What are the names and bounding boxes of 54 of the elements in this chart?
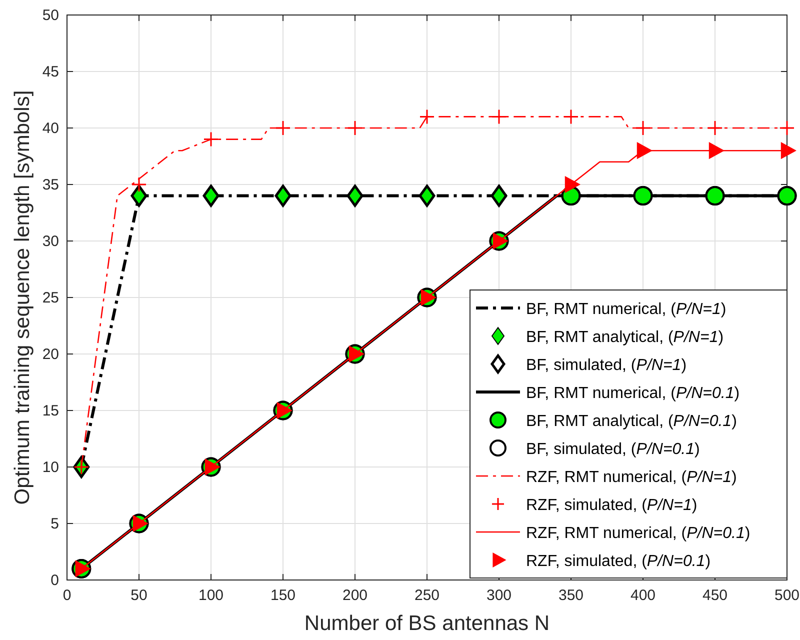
legend-label: BF, RMT numerical, (P/N=1): [526, 301, 726, 318]
x-tick-label: 0: [62, 587, 72, 604]
point: [492, 232, 508, 250]
y-tick-label: 30: [42, 233, 59, 250]
x-tick-label: 350: [558, 587, 584, 604]
legend-label: BF, simulated, (P/N=1): [526, 357, 687, 374]
x-tick-label: 200: [342, 587, 368, 604]
legend-label: RZF, simulated, (P/N=1): [526, 497, 698, 514]
y-tick-label: 25: [42, 290, 59, 306]
x-tick-label: 300: [486, 587, 512, 604]
point: [276, 402, 292, 419]
legend-label: RZF, RMT numerical, (P/N=0.1): [526, 525, 750, 542]
y-tick-label: 10: [42, 459, 59, 476]
y-tick-label: 0: [50, 572, 59, 589]
point: [420, 289, 436, 306]
legend-label: RZF, simulated, (P/N=0.1): [526, 553, 711, 570]
point: [275, 120, 291, 136]
y-tick-label: 20: [42, 346, 59, 363]
point: [132, 515, 148, 532]
x-tick-label: 100: [198, 587, 224, 604]
y-tick-label: 40: [42, 120, 59, 137]
point: [780, 142, 796, 159]
point: [204, 458, 220, 476]
x-tick-label: 400: [630, 587, 656, 604]
legend-label: BF, RMT analytical, (P/N=1): [526, 329, 724, 346]
point: [563, 108, 579, 124]
legend-label: RZF, RMT numerical, (P/N=1): [526, 469, 737, 486]
point: [491, 108, 507, 124]
y-tick-label: 35: [42, 176, 59, 194]
point: [708, 142, 724, 159]
y-tick-label: 15: [42, 402, 59, 420]
point: [419, 108, 435, 124]
y-tick-label: 5: [50, 516, 59, 532]
x-tick-label: 150: [270, 587, 296, 604]
x-tick-label: 500: [774, 587, 800, 604]
point: [203, 132, 219, 148]
point: [564, 176, 580, 193]
legend-label: BF, RMT analytical, (P/N=0.1): [526, 413, 737, 430]
x-tick-label: 50: [130, 587, 148, 604]
legend-label: BF, simulated, (P/N=0.1): [526, 441, 700, 458]
y-tick-label: 50: [42, 7, 59, 24]
legend-label: BF, RMT numerical, (P/N=0.1): [526, 385, 740, 402]
y-tick-label: 45: [42, 64, 59, 80]
x-axis-title: Number of BS antennas N: [304, 612, 550, 635]
point: [779, 120, 795, 136]
point: [707, 120, 723, 136]
point: [347, 120, 363, 136]
point: [636, 142, 652, 159]
point: [131, 176, 147, 192]
y-axis-title: Optimum training sequence length [symbols]: [11, 90, 34, 505]
x-tick-label: 450: [702, 587, 728, 604]
point: [348, 346, 364, 362]
x-tick-label: 250: [414, 587, 440, 604]
point: [635, 120, 651, 136]
